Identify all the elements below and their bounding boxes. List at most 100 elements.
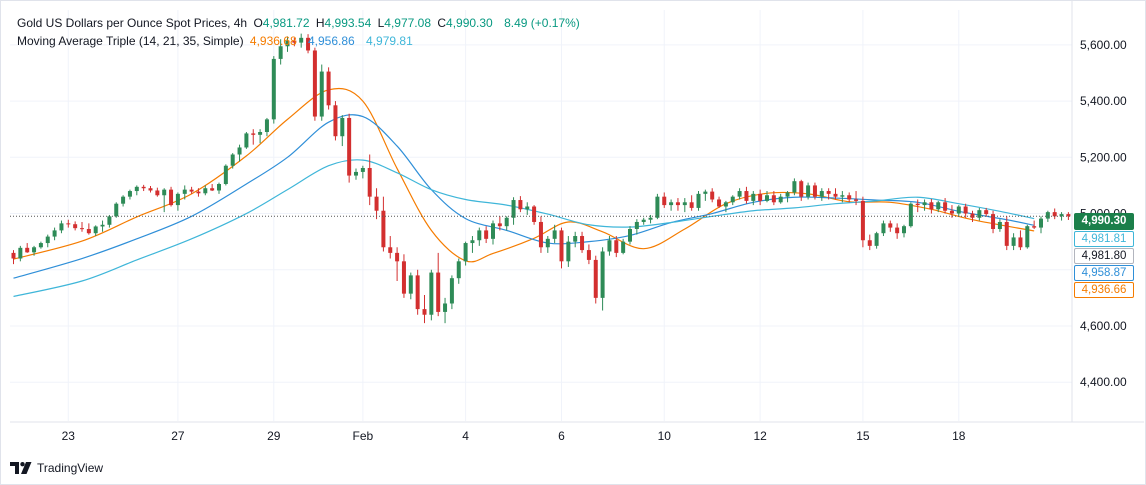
candle bbox=[723, 200, 728, 213]
candle bbox=[497, 216, 502, 231]
candle bbox=[93, 225, 98, 237]
candle bbox=[785, 191, 790, 203]
candle-body bbox=[723, 202, 728, 207]
candle-body bbox=[196, 191, 201, 194]
candle bbox=[758, 189, 763, 206]
candle bbox=[895, 223, 900, 239]
candle-body bbox=[127, 191, 132, 197]
candle-body bbox=[388, 247, 393, 253]
candle bbox=[689, 195, 694, 211]
candle-body bbox=[737, 191, 742, 197]
candle bbox=[552, 224, 557, 244]
candle bbox=[230, 153, 235, 169]
candle bbox=[593, 255, 598, 304]
candles bbox=[11, 33, 1071, 324]
candle bbox=[566, 236, 571, 267]
candle bbox=[778, 193, 783, 204]
candle-body bbox=[648, 217, 653, 220]
candle-body bbox=[826, 191, 831, 194]
candle bbox=[134, 185, 139, 196]
candle bbox=[45, 234, 50, 248]
moving-average-lines bbox=[13, 87, 1035, 298]
candle-body bbox=[744, 191, 749, 201]
candle bbox=[196, 188, 201, 197]
candle bbox=[826, 188, 831, 200]
candle bbox=[333, 101, 338, 141]
candle-body bbox=[25, 247, 30, 253]
legend-high-label: H bbox=[315, 16, 325, 30]
tradingview-brand[interactable]: TradingView bbox=[10, 459, 103, 477]
candle-body bbox=[847, 195, 852, 200]
price-tag-ma3: 4,981.81 bbox=[1074, 231, 1134, 247]
candle bbox=[997, 219, 1002, 232]
candle-body bbox=[854, 199, 859, 201]
candle bbox=[114, 202, 119, 218]
candle-body bbox=[902, 226, 906, 234]
x-tick-label: 15 bbox=[856, 429, 870, 443]
candle bbox=[511, 197, 516, 225]
candle-body bbox=[408, 275, 413, 294]
candle-body bbox=[66, 223, 71, 225]
candle-body bbox=[511, 200, 516, 218]
candle bbox=[1045, 210, 1050, 222]
legend-high: 4,993.54 bbox=[324, 16, 372, 30]
candle-body bbox=[929, 202, 934, 210]
candle bbox=[751, 191, 756, 206]
candle bbox=[586, 244, 591, 265]
candle bbox=[682, 198, 687, 213]
candle-body bbox=[991, 214, 996, 229]
candle bbox=[395, 247, 400, 282]
candle-body bbox=[306, 37, 311, 51]
x-tick-label: 4 bbox=[462, 429, 469, 443]
candle bbox=[127, 189, 132, 200]
candle bbox=[641, 217, 646, 225]
candle bbox=[792, 178, 797, 196]
candle bbox=[545, 236, 550, 253]
candle-body bbox=[52, 230, 57, 237]
candle bbox=[347, 113, 352, 183]
candle-body bbox=[977, 210, 982, 218]
candle-body bbox=[538, 221, 543, 248]
legend-change: 8.49 (+0.17%) bbox=[504, 16, 580, 30]
candle bbox=[52, 227, 57, 241]
candle bbox=[491, 220, 495, 245]
candle bbox=[73, 221, 78, 231]
candle-body bbox=[175, 193, 180, 206]
candle bbox=[696, 191, 701, 211]
candle bbox=[463, 241, 468, 266]
candle bbox=[340, 115, 345, 147]
candle bbox=[59, 220, 64, 234]
candle-body bbox=[1004, 221, 1009, 246]
candle bbox=[408, 272, 413, 300]
candle bbox=[771, 191, 776, 206]
candle bbox=[360, 165, 365, 179]
candle bbox=[621, 238, 626, 255]
candle bbox=[737, 188, 742, 200]
y-tick-label: 5,400.00 bbox=[1080, 94, 1127, 108]
candle-body bbox=[285, 40, 290, 47]
x-tick-label: 6 bbox=[558, 429, 565, 443]
candle-body bbox=[751, 193, 756, 201]
candle-body bbox=[237, 147, 242, 155]
candle bbox=[991, 210, 996, 234]
candle bbox=[949, 205, 954, 218]
candle bbox=[258, 129, 263, 144]
candle bbox=[888, 220, 893, 232]
ma-line-21 bbox=[13, 114, 1035, 279]
candle bbox=[970, 210, 975, 222]
candle-body bbox=[552, 230, 557, 239]
candle-body bbox=[1045, 212, 1050, 219]
candle bbox=[1018, 230, 1023, 251]
legend-ma3-value: 4,979.81 bbox=[366, 34, 413, 48]
candle-body bbox=[840, 195, 845, 197]
candle-body bbox=[347, 117, 352, 176]
candle-body bbox=[628, 228, 632, 242]
candle-body bbox=[703, 191, 708, 194]
candle-body bbox=[449, 278, 454, 304]
legend-low: 4,977.08 bbox=[384, 16, 431, 30]
candle bbox=[11, 250, 16, 265]
legend-ma2-value: 4,956.86 bbox=[307, 34, 355, 48]
candle bbox=[977, 207, 982, 221]
candle-body bbox=[45, 236, 50, 244]
